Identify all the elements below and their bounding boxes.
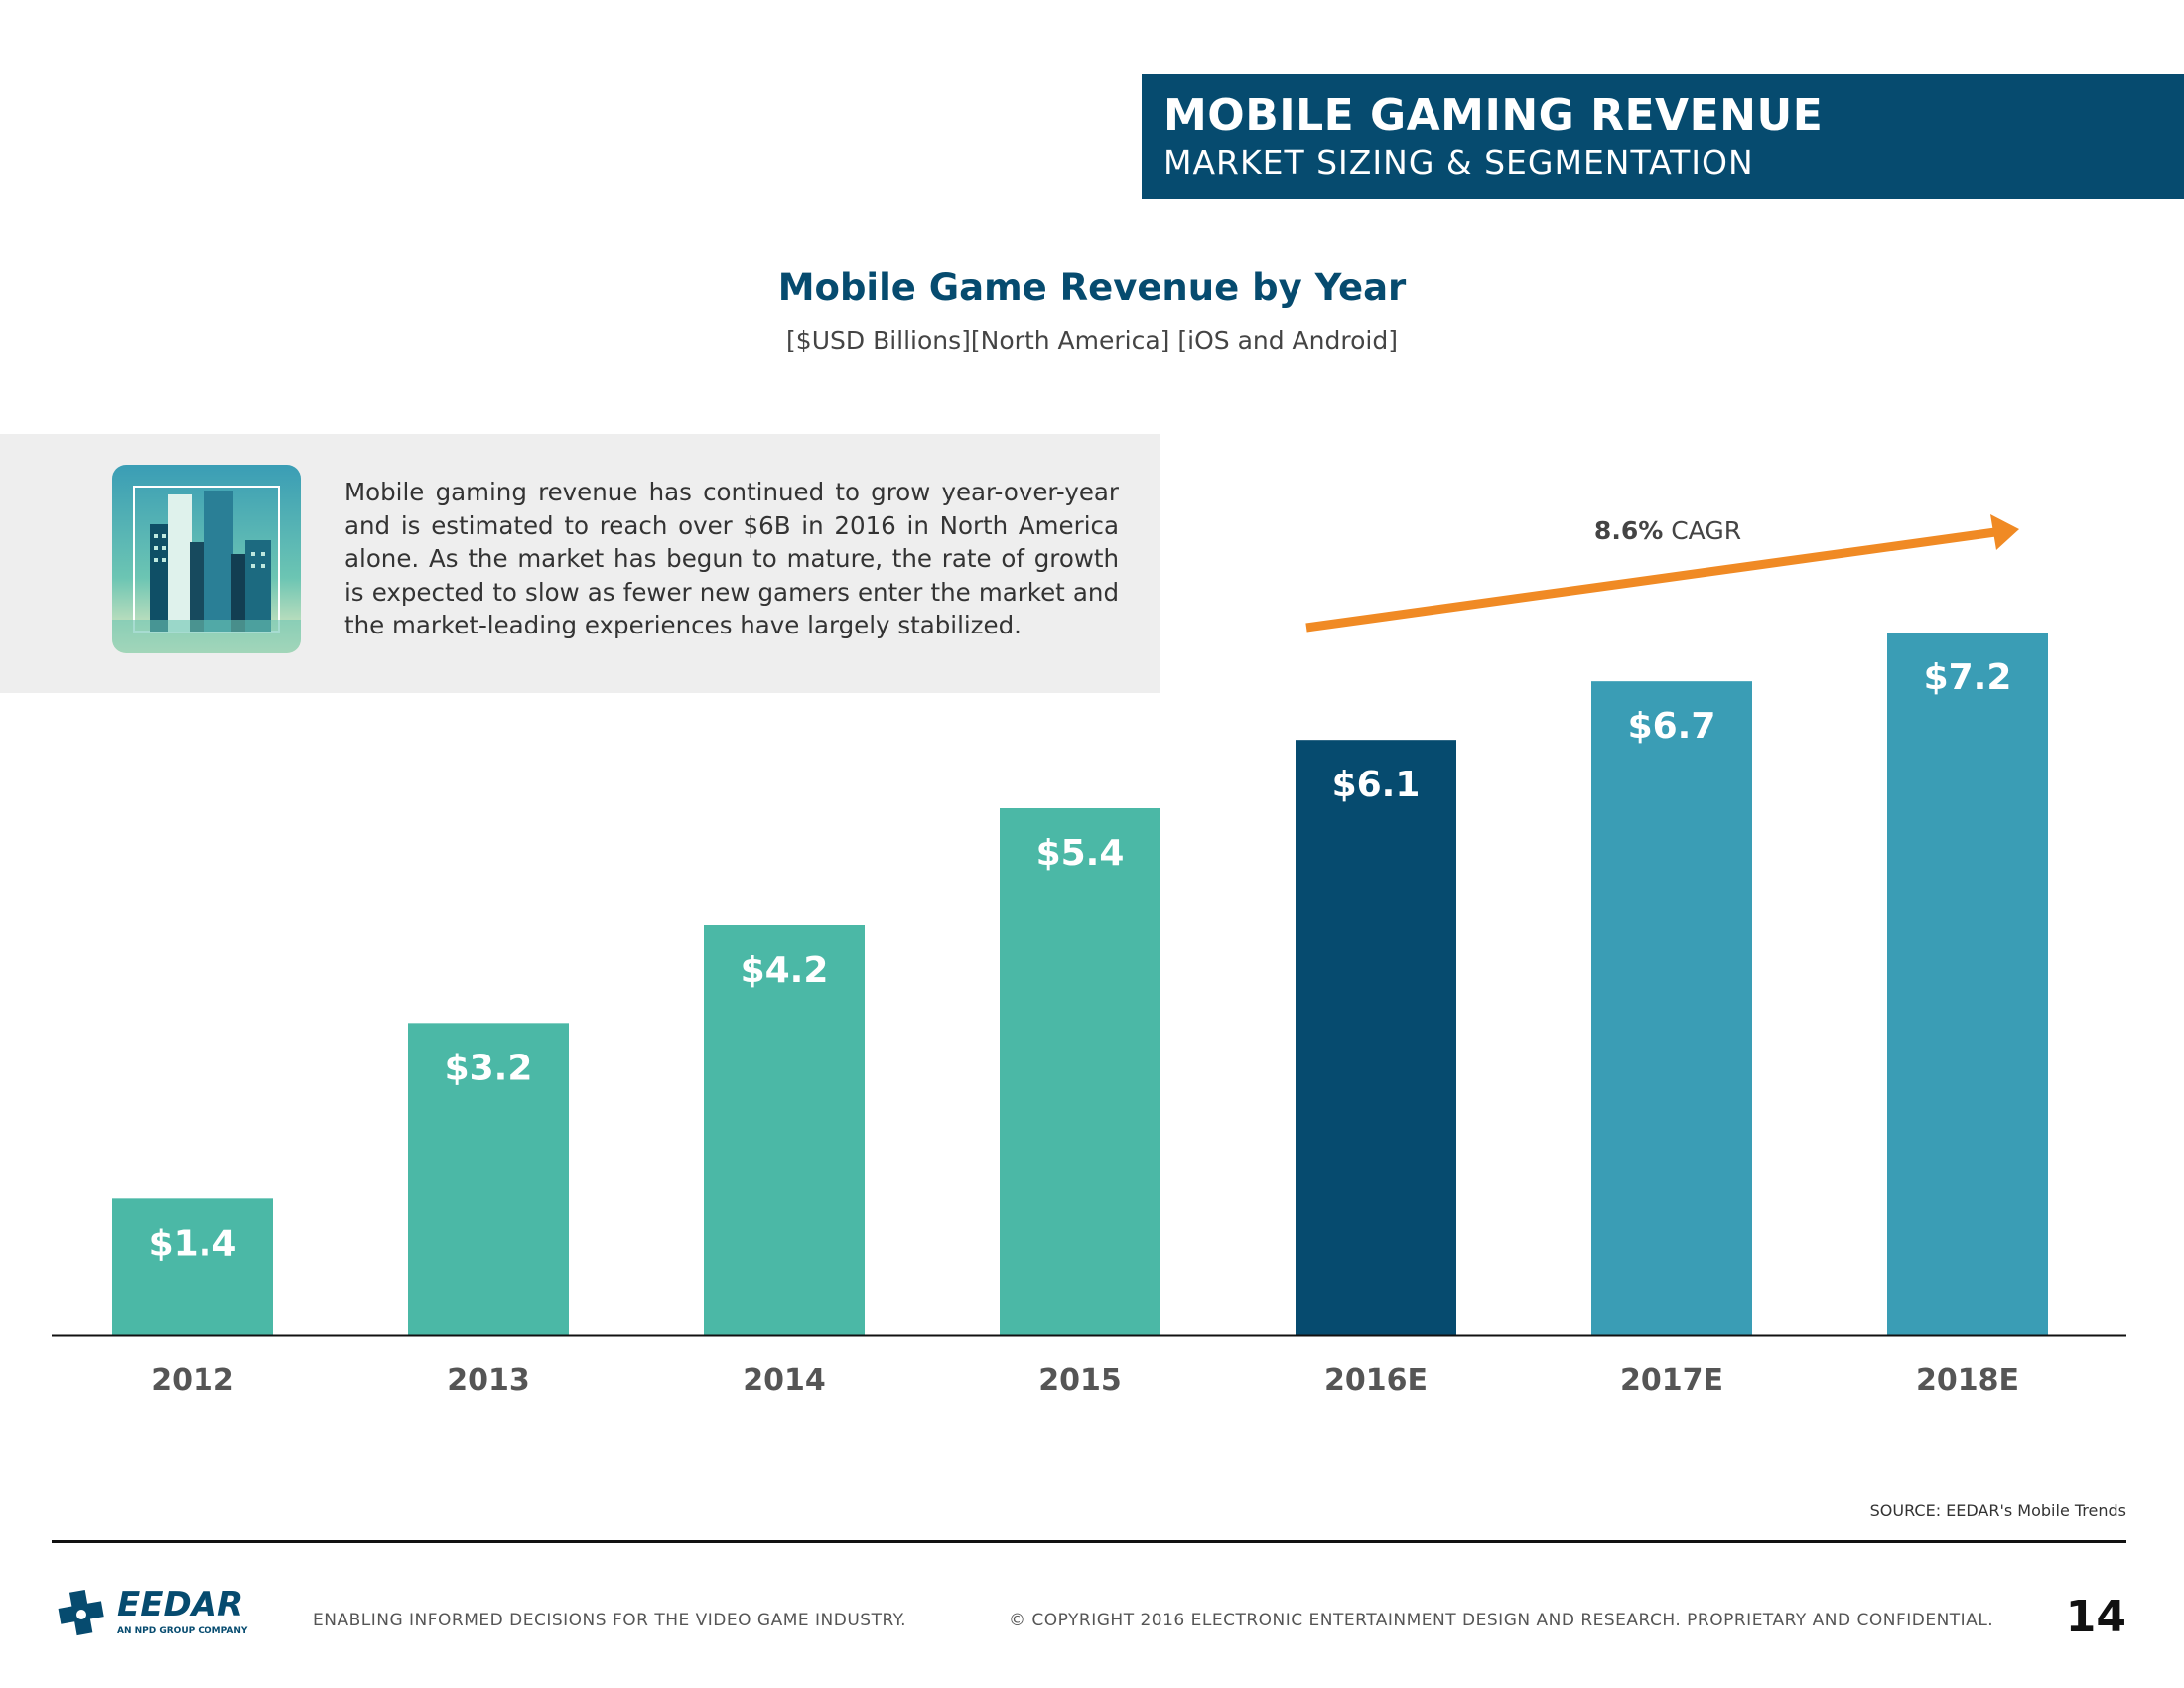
bar-2018E — [1887, 633, 2048, 1336]
x-tick-label: 2017E — [1620, 1363, 1723, 1398]
cagr-arrow-head — [1990, 514, 2019, 550]
source-note: SOURCE: EEDAR's Mobile Trends — [1869, 1501, 2126, 1520]
x-tick-label: 2016E — [1324, 1363, 1428, 1398]
cagr-arrow-line — [1305, 527, 1996, 633]
bar-value-label: $4.2 — [741, 950, 829, 991]
x-tick-label: 2014 — [743, 1363, 826, 1398]
x-tick-label: 2018E — [1916, 1363, 2019, 1398]
info-box: Mobile gaming revenue has continued to g… — [0, 434, 1160, 693]
x-tick-label: 2013 — [447, 1363, 530, 1398]
cagr-text: CAGR — [1663, 516, 1741, 545]
footer-tagline: ENABLING INFORMED DECISIONS FOR THE VIDE… — [313, 1611, 907, 1630]
bar-2012 — [112, 1198, 273, 1336]
bar-value-label: $6.7 — [1628, 706, 1716, 747]
x-tick-label: 2015 — [1038, 1363, 1122, 1398]
bar-value-label: $5.4 — [1036, 833, 1125, 874]
gamepad-logo-icon — [58, 1589, 104, 1636]
header-banner: MOBILE GAMING REVENUE MARKET SIZING & SE… — [1142, 74, 2184, 199]
chart-title: Mobile Game Revenue by Year — [777, 266, 1407, 309]
x-tick-label: 2012 — [151, 1363, 234, 1398]
cagr-value: 8.6% — [1594, 516, 1663, 545]
bar-value-label: $1.4 — [149, 1223, 237, 1264]
info-text: Mobile gaming revenue has continued to g… — [344, 478, 1119, 639]
footer-divider — [52, 1540, 2126, 1543]
bar-2014 — [704, 925, 865, 1336]
chart-subtitle: [$USD Billions][North America] [iOS and … — [786, 326, 1398, 354]
logo-text: EEDAR — [117, 1585, 244, 1624]
bar-2017E — [1591, 681, 1752, 1336]
page-subtitle: MARKET SIZING & SEGMENTATION — [1163, 143, 1754, 182]
bar-value-label: $3.2 — [445, 1048, 533, 1088]
page-number: 14 — [2065, 1592, 2126, 1642]
bar-2016E — [1296, 740, 1456, 1336]
logo-subtext: AN NPD GROUP COMPANY — [117, 1626, 248, 1636]
eedar-logo: EEDAR AN NPD GROUP COMPANY — [52, 1585, 270, 1644]
bar-value-label: $6.1 — [1332, 765, 1421, 805]
bar-2013 — [408, 1023, 569, 1336]
cagr-label: 8.6% CAGR — [1594, 516, 1741, 545]
city-skyline-icon — [112, 465, 301, 653]
bar-2015 — [1000, 808, 1160, 1336]
footer-copyright: © COPYRIGHT 2016 ELECTRONIC ENTERTAINMEN… — [1009, 1611, 1994, 1630]
page-title: MOBILE GAMING REVENUE — [1163, 90, 1824, 141]
bar-value-label: $7.2 — [1924, 657, 2012, 698]
